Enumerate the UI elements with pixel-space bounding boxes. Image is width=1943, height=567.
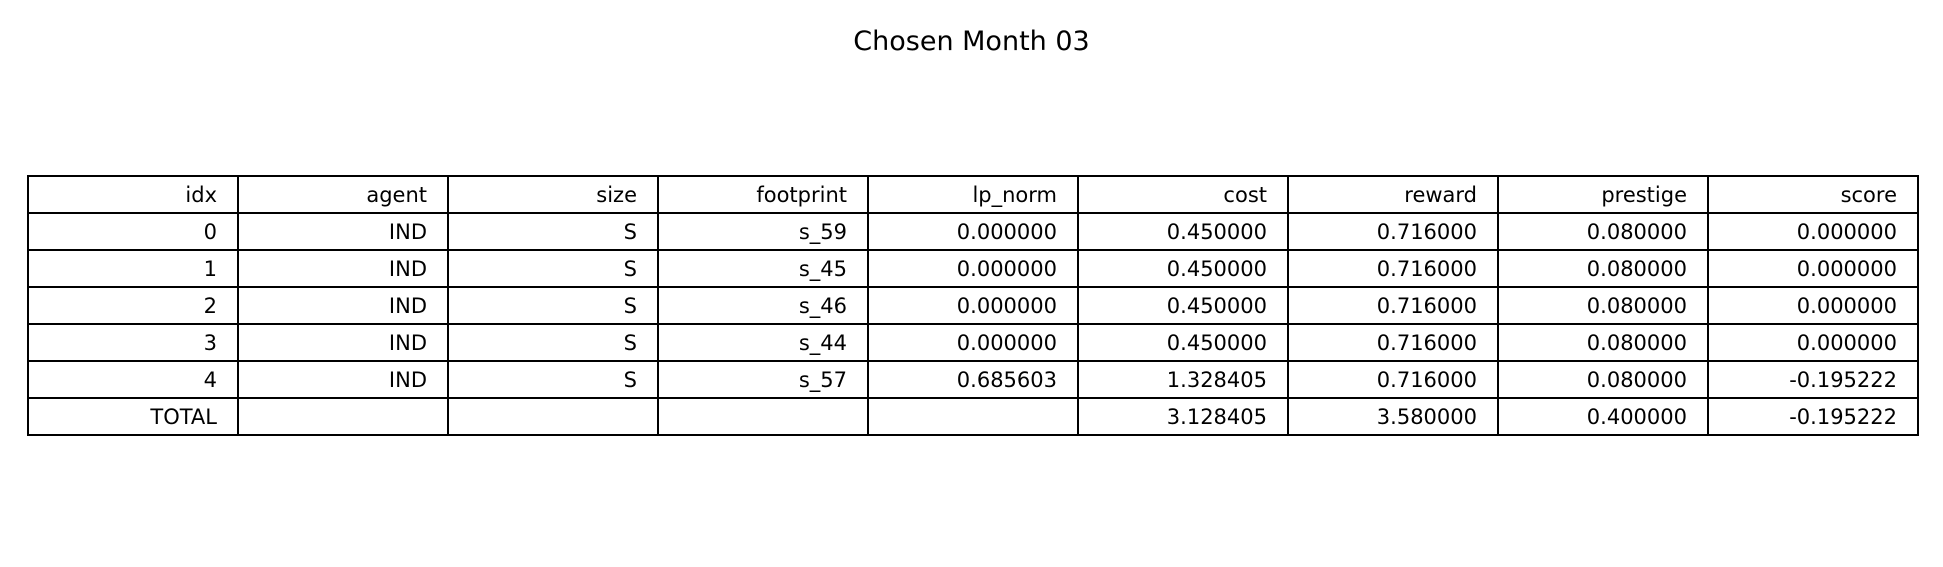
column-header: size	[447, 175, 659, 214]
table-cell: s_59	[657, 212, 869, 251]
table-cell: 3.580000	[1287, 397, 1499, 436]
table-cell: 0.080000	[1497, 360, 1709, 399]
table-row: 3 IND S s_44 0.000000 0.450000 0.716000 …	[27, 323, 1919, 362]
column-header: lp_norm	[867, 175, 1079, 214]
table-cell: 2	[27, 286, 239, 325]
table-row: 4 IND S s_57 0.685603 1.328405 0.716000 …	[27, 360, 1919, 399]
table-cell: 0.000000	[1707, 286, 1919, 325]
table-cell: 1.328405	[1077, 360, 1289, 399]
table-cell	[657, 397, 869, 436]
table-cell: 0.000000	[867, 323, 1079, 362]
table-cell: 0.000000	[1707, 249, 1919, 288]
table-cell: 3.128405	[1077, 397, 1289, 436]
table-cell: 4	[27, 360, 239, 399]
table-cell: -0.195222	[1707, 360, 1919, 399]
table-cell	[237, 397, 449, 436]
column-header: prestige	[1497, 175, 1709, 214]
table-cell: 0.000000	[1707, 212, 1919, 251]
table-cell: S	[447, 212, 659, 251]
table-cell: 0.000000	[867, 249, 1079, 288]
table-cell: 0.716000	[1287, 323, 1499, 362]
column-header: cost	[1077, 175, 1289, 214]
table-cell: IND	[237, 286, 449, 325]
table-title: Chosen Month 03	[853, 26, 1090, 57]
table-cell: 1	[27, 249, 239, 288]
table-cell: 0.716000	[1287, 212, 1499, 251]
table-row: 2 IND S s_46 0.000000 0.450000 0.716000 …	[27, 286, 1919, 325]
table-cell: 0.000000	[867, 286, 1079, 325]
table-cell: TOTAL	[27, 397, 239, 436]
header-row: idx agent size footprint lp_norm cost re…	[27, 175, 1919, 214]
table-row: 1 IND S s_45 0.000000 0.450000 0.716000 …	[27, 249, 1919, 288]
table-cell: 0.450000	[1077, 286, 1289, 325]
column-header: agent	[237, 175, 449, 214]
table-cell	[447, 397, 659, 436]
table-cell: IND	[237, 360, 449, 399]
table-cell: s_46	[657, 286, 869, 325]
table-cell	[867, 397, 1079, 436]
table-cell: 0.400000	[1497, 397, 1709, 436]
column-header: score	[1707, 175, 1919, 214]
table-cell: 0.450000	[1077, 212, 1289, 251]
table-cell: 0.080000	[1497, 249, 1709, 288]
table-cell: IND	[237, 249, 449, 288]
table-cell: 0.685603	[867, 360, 1079, 399]
table-cell: IND	[237, 323, 449, 362]
column-header: reward	[1287, 175, 1499, 214]
table-cell: S	[447, 360, 659, 399]
table-cell: 0.000000	[867, 212, 1079, 251]
table-cell: 0.000000	[1707, 323, 1919, 362]
table-cell: 0.080000	[1497, 286, 1709, 325]
table-cell: s_45	[657, 249, 869, 288]
total-row: TOTAL 3.128405 3.580000 0.400000 -0.1952…	[27, 397, 1919, 436]
table-cell: s_44	[657, 323, 869, 362]
table-cell: 0.716000	[1287, 249, 1499, 288]
table-cell: S	[447, 286, 659, 325]
table-cell: -0.195222	[1707, 397, 1919, 436]
table-cell: 0.450000	[1077, 323, 1289, 362]
column-header: footprint	[657, 175, 869, 214]
results-table: idx agent size footprint lp_norm cost re…	[27, 175, 1919, 436]
table-cell: s_57	[657, 360, 869, 399]
table-cell: 0	[27, 212, 239, 251]
table-cell: 0.716000	[1287, 360, 1499, 399]
table-cell: 3	[27, 323, 239, 362]
table-cell: 0.080000	[1497, 323, 1709, 362]
table-cell: IND	[237, 212, 449, 251]
column-header: idx	[27, 175, 239, 214]
table-cell: 0.080000	[1497, 212, 1709, 251]
table-row: 0 IND S s_59 0.000000 0.450000 0.716000 …	[27, 212, 1919, 251]
table-cell: 0.450000	[1077, 249, 1289, 288]
table-cell: S	[447, 249, 659, 288]
table-cell: 0.716000	[1287, 286, 1499, 325]
table-cell: S	[447, 323, 659, 362]
